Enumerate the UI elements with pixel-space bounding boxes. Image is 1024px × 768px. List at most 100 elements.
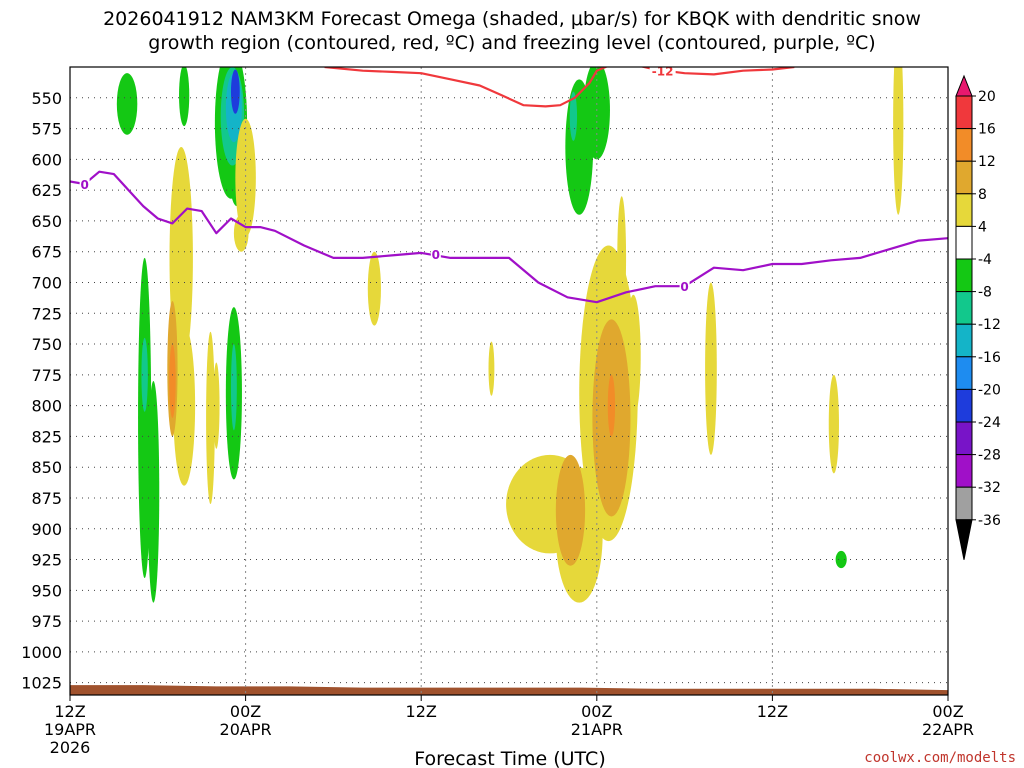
omega-area-36 [835, 550, 847, 569]
colorbar-label-3: 8 [978, 187, 987, 203]
dgz-label: -12 [652, 65, 674, 79]
x-tick-year-0: 2026 [50, 738, 91, 757]
colorbar-label-7: -12 [978, 317, 1001, 333]
y-tick-label-575: 575 [31, 120, 62, 139]
x-tick-label-12: 00Z [230, 702, 261, 721]
x-tick-date-12: 20APR [220, 720, 272, 739]
y-tick-label-975: 975 [31, 612, 62, 631]
y-tick-label-775: 775 [31, 366, 62, 385]
colorbar: 20 16 12 8 4 -4 -8 -12 -16 -20 -24 -28 -32 -36 [955, 74, 1001, 560]
omega-area-28 [555, 454, 586, 566]
y-tick-label-1025: 1025 [21, 674, 62, 693]
colorbar-swatch-8 [955, 356, 973, 390]
colorbar-swatch-3 [955, 193, 973, 227]
ground-surface [70, 685, 948, 695]
x-tick-label-60: 00Z [932, 702, 963, 721]
colorbar-swatch-6 [955, 291, 973, 325]
terrain-fill [70, 685, 948, 695]
omega-area-26 [617, 196, 627, 320]
chart-title: 2026041912 NAM3KM Forecast Omega (shaded… [103, 8, 921, 54]
freezing-level-label-2-bg [430, 247, 441, 261]
colorbar-swatch-11 [955, 454, 973, 488]
colorbar-label-12: -32 [978, 480, 1001, 496]
y-tick-label-550: 550 [31, 89, 62, 108]
x-tick-label-48: 12Z [757, 702, 788, 721]
freezing-level-label-2: 0 [432, 248, 440, 262]
omega-area-18 [169, 344, 176, 418]
contour-lines: 0 0 0 -12 [70, 65, 948, 304]
x-axis-label: Forecast Time (UTC) [414, 748, 605, 768]
omega-area-7 [235, 118, 256, 237]
colorbar-label-0: 20 [978, 89, 996, 105]
y-tick-label-875: 875 [31, 489, 62, 508]
dgz-label-bg [649, 67, 676, 77]
colorbar-label-6: -8 [978, 285, 992, 301]
omega-area-27 [626, 294, 641, 418]
freezing-level-label-1: 0 [80, 178, 88, 192]
omega-area-0 [116, 73, 138, 135]
omega-area-12 [206, 331, 215, 505]
x-tick-label-24: 12Z [406, 702, 437, 721]
y-tick-label-850: 850 [31, 458, 62, 477]
omega-area-22 [488, 341, 495, 396]
colorbar-swatch-0 [955, 95, 973, 130]
colorbar-label-2: 12 [978, 154, 996, 170]
plot-frame [69, 66, 949, 696]
omega-area-20 [230, 344, 237, 431]
y-tick-label-750: 750 [31, 335, 62, 354]
omega-shading [116, 67, 904, 603]
x-tick-label-0: 12Z [54, 702, 85, 721]
omega-area-34 [705, 282, 717, 455]
pressure-axis: 550 575 600 625 650 675 700 725 750 775 800 825 850 8… [21, 89, 62, 693]
x-tick-date-60: 22APR [922, 720, 974, 739]
omega-area-21 [367, 251, 381, 326]
y-tick-label-675: 675 [31, 243, 62, 262]
colorbar-label-1: 16 [978, 122, 996, 138]
chart-title-line-2: growth region (contoured, red, ºC) and f… [148, 32, 875, 54]
colorbar-swatch-9 [955, 388, 973, 423]
colorbar-label-11: -28 [978, 448, 1001, 464]
y-tick-label-800: 800 [31, 397, 62, 416]
y-tick-label-925: 925 [31, 551, 62, 570]
dgz-minus12-line [324, 67, 795, 108]
gridlines [70, 67, 948, 695]
freezing-level-label-3: 0 [680, 280, 688, 294]
x-tick-date-36: 21APR [571, 720, 623, 739]
y-tick-label-950: 950 [31, 581, 62, 600]
colorbar-label-8: -16 [978, 350, 1001, 366]
colorbar-label-9: -20 [978, 382, 1001, 398]
freezing-level-label-1-bg [79, 176, 90, 190]
omega-area-35 [828, 374, 839, 474]
colorbar-label-10: -24 [978, 415, 1001, 431]
colorbar-swatch-12 [955, 486, 973, 521]
colorbar-swatch-5 [955, 258, 973, 293]
y-tick-label-825: 825 [31, 427, 62, 446]
omega-area-8 [233, 214, 249, 252]
colorbar-label-4: 4 [978, 219, 987, 235]
omega-area-16 [141, 337, 148, 412]
omega-area-33 [569, 91, 578, 141]
y-tick-label-650: 650 [31, 212, 62, 231]
colorbar-swatch-10 [955, 421, 973, 456]
colorbar-swatch-7 [955, 323, 973, 358]
y-tick-label-1000: 1000 [21, 643, 62, 662]
colorbar-swatch-2 [955, 160, 973, 195]
omega-area-6 [230, 69, 240, 114]
y-tick-label-700: 700 [31, 273, 62, 292]
colorbar-swatch-1 [955, 128, 973, 162]
colorbar-top-arrow [955, 74, 973, 97]
colorbar-label-13: -36 [978, 513, 1001, 529]
omega-area-32 [583, 67, 610, 160]
colorbar-label-5: -4 [978, 252, 992, 268]
freezing-level-line [70, 170, 948, 304]
y-tick-label-900: 900 [31, 520, 62, 539]
omega-area-15 [147, 381, 160, 603]
x-tick-date-0: 19APR [44, 720, 96, 739]
x-tick-label-36: 00Z [581, 702, 612, 721]
y-tick-label-625: 625 [31, 181, 62, 200]
colorbar-bottom-arrow [955, 519, 973, 560]
omega-area-37 [893, 67, 904, 215]
colorbar-swatch-4 [955, 225, 973, 260]
